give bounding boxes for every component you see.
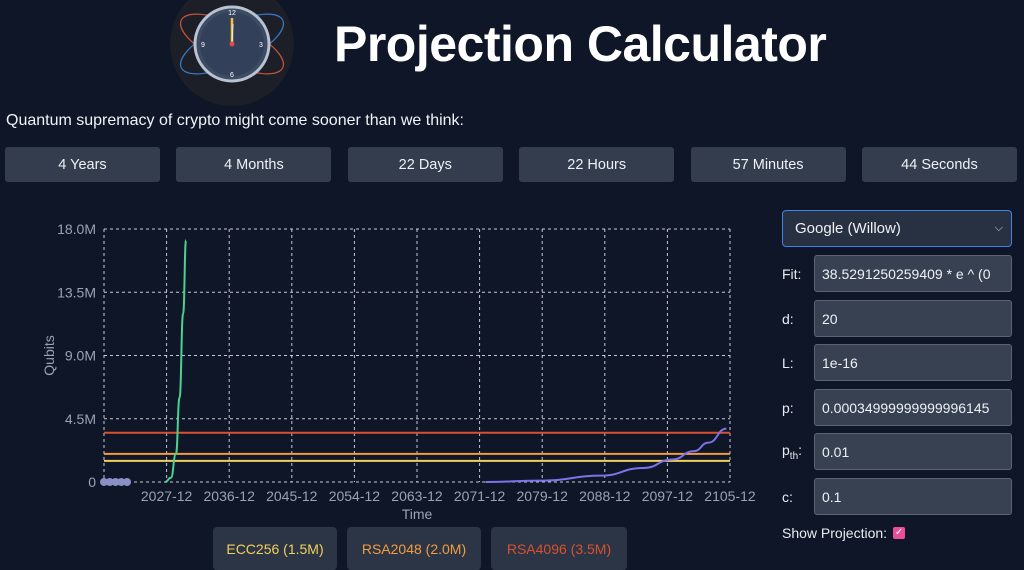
x-tick-label: 2045-12 bbox=[266, 488, 318, 504]
fit-label: Fit: bbox=[782, 265, 802, 282]
chevron-down-icon: ⌵ bbox=[994, 222, 1003, 234]
x-tick-label: 2097-12 bbox=[642, 488, 694, 504]
c-label: c: bbox=[782, 488, 793, 505]
observed-point bbox=[117, 478, 126, 486]
y-tick-label: 0 bbox=[88, 474, 96, 490]
x-tick-label: 2105-12 bbox=[704, 488, 756, 504]
L-label: L: bbox=[782, 354, 794, 371]
pth-label: pth: bbox=[782, 441, 803, 462]
y-tick-label: 4.5M bbox=[65, 411, 96, 427]
legend-ecc256[interactable]: ECC256 (1.5M) bbox=[213, 527, 337, 570]
clock-number-3: 3 bbox=[259, 42, 263, 49]
chart-legend: ECC256 (1.5M) RSA2048 (2.0M) RSA4096 (3.… bbox=[213, 527, 627, 570]
clock-number-6: 6 bbox=[230, 72, 234, 79]
y-axis-label: Qubits bbox=[41, 335, 57, 375]
x-tick-label: 2027-12 bbox=[141, 488, 193, 504]
legend-rsa2048[interactable]: RSA2048 (2.0M) bbox=[347, 527, 481, 570]
page-title: Projection Calculator bbox=[334, 16, 827, 72]
x-tick-label: 2036-12 bbox=[204, 488, 256, 504]
x-tick-label: 2063-12 bbox=[391, 488, 443, 504]
legend-rsa4096[interactable]: RSA4096 (3.5M) bbox=[491, 527, 627, 570]
countdown-days: 22 Days bbox=[347, 147, 503, 182]
show-projection-row: Show Projection: ✓ bbox=[782, 525, 906, 541]
y-tick-label: 13.5M bbox=[57, 284, 96, 300]
fit-input[interactable]: 38.5291250259409 * e ^ (0 bbox=[814, 255, 1012, 292]
pth-label-main: p bbox=[782, 441, 790, 458]
pth-row: pth: 0.01 bbox=[782, 433, 1014, 470]
x-tick-label: 2054-12 bbox=[329, 488, 381, 504]
countdown-years: 4 Years bbox=[5, 147, 160, 182]
d-row: d: 20 bbox=[782, 300, 1014, 337]
x-axis-label: Time bbox=[402, 506, 433, 522]
c-row: c: 0.1 bbox=[782, 478, 1014, 515]
p-input[interactable]: 0.00034999999999996145 bbox=[814, 389, 1012, 426]
series-line-1 bbox=[485, 427, 727, 483]
d-input[interactable]: 20 bbox=[814, 300, 1012, 337]
c-input[interactable]: 0.1 bbox=[814, 478, 1012, 515]
L-input[interactable]: 1e-16 bbox=[814, 344, 1012, 381]
subtitle: Quantum supremacy of crypto might come s… bbox=[6, 112, 464, 129]
controls-panel: Google (Willow) ⌵ Fit: 38.5291250259409 … bbox=[782, 210, 1014, 541]
y-tick-label: 18.0M bbox=[57, 221, 96, 237]
device-select[interactable]: Google (Willow) ⌵ bbox=[782, 210, 1012, 247]
show-projection-label: Show Projection: bbox=[782, 525, 888, 541]
y-tick-label: 9.0M bbox=[65, 348, 96, 364]
clock-logo: 12 3 6 9 bbox=[170, 0, 294, 106]
countdown-seconds: 44 Seconds bbox=[861, 147, 1017, 182]
x-tick-label: 2088-12 bbox=[579, 488, 631, 504]
x-tick-label: 2071-12 bbox=[454, 488, 506, 504]
L-row: L: 1e-16 bbox=[782, 344, 1014, 381]
clock-number-9: 9 bbox=[201, 42, 205, 49]
series-line-0 bbox=[164, 239, 188, 483]
clock-number-12: 12 bbox=[228, 10, 236, 17]
p-row: p: 0.00034999999999996145 bbox=[782, 389, 1014, 426]
observed-point bbox=[100, 478, 108, 486]
fit-row: Fit: 38.5291250259409 * e ^ (0 bbox=[782, 255, 1014, 292]
observed-point bbox=[105, 478, 114, 486]
countdown-row: 4 Years 4 Months 22 Days 22 Hours 57 Min… bbox=[5, 147, 1017, 182]
observed-point bbox=[111, 478, 120, 486]
d-label: d: bbox=[782, 310, 794, 327]
projection-chart: 0 4.5M 9.0M 13.5M 18.0M 2027-12 2036-12 2045-12… bbox=[20, 205, 765, 525]
pth-input[interactable]: 0.01 bbox=[814, 433, 1012, 470]
pth-label-sub: th bbox=[789, 450, 799, 462]
countdown-months: 4 Months bbox=[176, 147, 332, 182]
p-label: p: bbox=[782, 399, 794, 416]
countdown-hours: 22 Hours bbox=[519, 147, 675, 182]
device-select-value: Google (Willow) bbox=[795, 220, 901, 237]
x-tick-label: 2079-12 bbox=[517, 488, 569, 504]
observed-point bbox=[123, 478, 132, 486]
show-projection-checkbox[interactable]: ✓ bbox=[893, 527, 906, 539]
countdown-minutes: 57 Minutes bbox=[690, 147, 846, 182]
